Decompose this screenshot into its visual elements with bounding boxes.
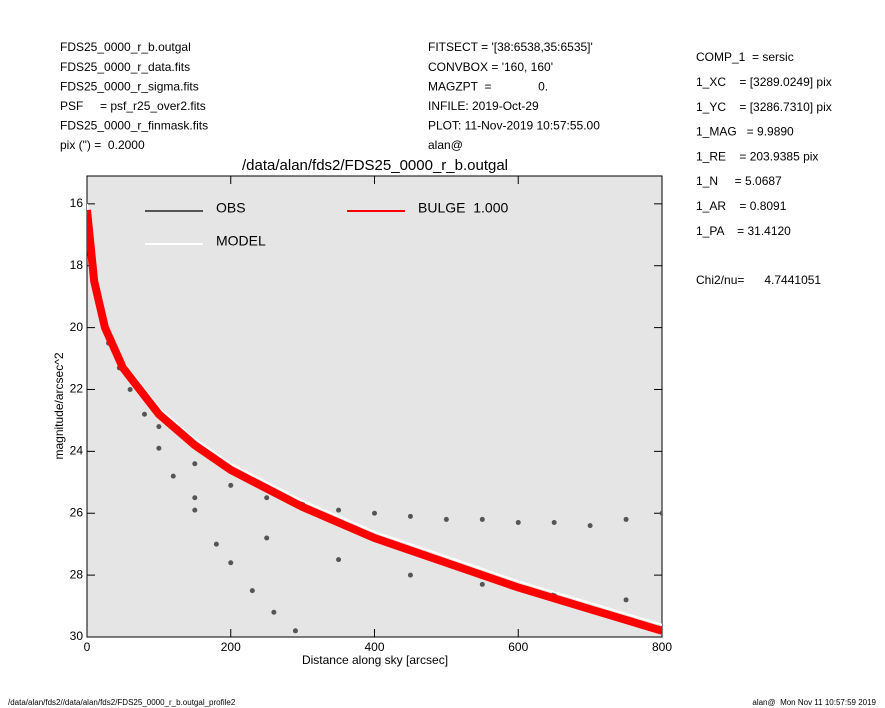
header-middle-line: FITSECT = '[38:6538,35:6535]' xyxy=(428,40,593,54)
chi2: Chi2/nu= 4.7441051 xyxy=(696,273,821,287)
header-right-line: 1_MAG = 9.9890 xyxy=(696,125,794,139)
obs-point xyxy=(249,588,255,594)
obs-point xyxy=(192,461,198,467)
obs-point xyxy=(213,541,219,547)
obs-point xyxy=(479,581,485,587)
obs-point xyxy=(336,557,342,563)
legend-label: BULGE 1.000 xyxy=(418,200,508,216)
y-tick-label: 24 xyxy=(70,444,84,458)
header-left-line: FDS25_0000_r_b.outgal xyxy=(60,40,191,54)
obs-point xyxy=(587,523,593,529)
plot-area xyxy=(86,175,663,638)
chart-title: /data/alan/fds2/FDS25_0000_r_b.outgal xyxy=(242,157,508,174)
y-axis-label: magnitude/arcsec^2 xyxy=(52,352,66,459)
header-right-line: 1_N = 5.0687 xyxy=(696,174,782,188)
obs-point xyxy=(228,482,234,488)
header-right-line: 1_PA = 31.4120 xyxy=(696,224,791,238)
header-left-line: FDS25_0000_r_data.fits xyxy=(60,60,190,74)
obs-point xyxy=(623,597,629,603)
header-middle-line: alan@ xyxy=(428,138,463,152)
header-right-line: 1_XC = [3289.0249] pix xyxy=(696,75,832,89)
y-tick-label: 22 xyxy=(70,382,84,396)
y-tick-label: 30 xyxy=(70,629,84,643)
obs-point xyxy=(515,520,521,526)
header-left-line: FDS25_0000_r_sigma.fits xyxy=(60,79,199,93)
obs-point xyxy=(156,445,162,451)
obs-point xyxy=(142,411,147,417)
header-left-line: FDS25_0000_r_finmask.fits xyxy=(60,119,208,133)
header-right-line: 1_AR = 0.8091 xyxy=(696,199,787,213)
obs-point xyxy=(623,516,629,522)
header-middle-line: MAGZPT = 0. xyxy=(428,79,548,93)
y-tick-label: 28 xyxy=(70,567,84,581)
header-right-line: 1_YC = [3286.7310] pix xyxy=(696,100,832,114)
obs-point xyxy=(551,520,557,526)
legend-label: OBS xyxy=(216,200,246,216)
header-right-line: 1_RE = 203.9385 pix xyxy=(696,149,818,163)
x-axis-label: Distance along sky [arcsec] xyxy=(302,653,448,667)
obs-point xyxy=(271,609,277,615)
x-tick-label: 200 xyxy=(221,640,241,654)
obs-point xyxy=(156,424,162,430)
obs-point xyxy=(264,535,270,541)
y-tick-label: 16 xyxy=(70,196,84,210)
obs-point xyxy=(659,510,662,516)
legend-label: MODEL xyxy=(216,233,266,249)
x-tick-label: 400 xyxy=(364,640,384,654)
obs-point xyxy=(170,473,176,479)
series-line xyxy=(87,209,662,635)
y-tick-label: 20 xyxy=(70,320,84,334)
header-left-line: PSF = psf_r25_over2.fits xyxy=(60,99,206,113)
obs-point xyxy=(192,507,198,513)
obs-point xyxy=(127,386,133,392)
x-tick-label: 0 xyxy=(84,640,91,654)
obs-point xyxy=(192,495,198,501)
obs-point xyxy=(264,495,270,501)
header-middle-line: CONVBOX = '160, 160' xyxy=(428,60,553,74)
footer-left: /data/alan/fds2//data/alan/fds2/FDS25_00… xyxy=(8,698,236,707)
header-right-line: COMP_1 = sersic xyxy=(696,50,794,64)
footer-right: alan@ Mon Nov 11 10:57:59 2019 xyxy=(752,698,876,707)
header-middle-line: INFILE: 2019-Oct-29 xyxy=(428,99,539,113)
obs-point xyxy=(292,628,298,634)
obs-point xyxy=(407,513,413,519)
x-tick-label: 800 xyxy=(652,640,672,654)
obs-point xyxy=(372,510,377,516)
obs-point xyxy=(407,572,413,578)
y-tick-label: 18 xyxy=(70,258,84,272)
obs-point xyxy=(443,516,449,522)
obs-point xyxy=(336,507,342,513)
header-left-line: pix (") = 0.2000 xyxy=(60,138,145,152)
x-tick-label: 600 xyxy=(508,640,528,654)
header-middle-line: PLOT: 11-Nov-2019 10:57:55.00 xyxy=(428,119,600,133)
obs-point xyxy=(479,516,485,522)
y-tick-label: 26 xyxy=(70,505,84,519)
obs-point xyxy=(228,560,234,566)
